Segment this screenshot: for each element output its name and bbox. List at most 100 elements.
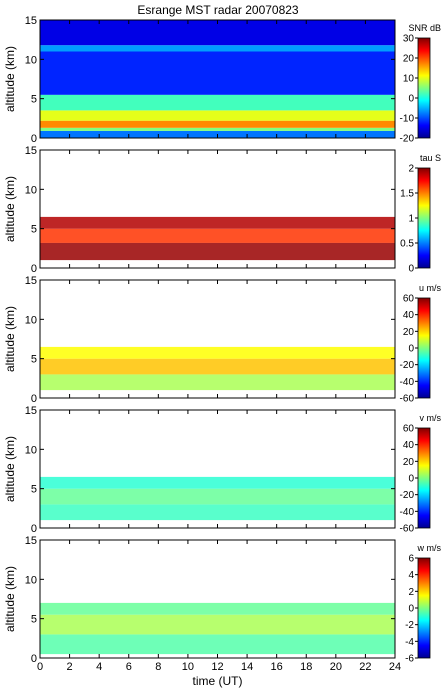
data-layer-2 [40,127,395,131]
colorbar-tick-label: 60 [403,294,415,305]
data-layer-1 [40,242,395,261]
x-tick-label: 8 [155,661,161,673]
x-tick-label: 18 [300,661,312,673]
colorbar-tick-label: -20 [400,490,415,501]
y-axis-label: altitude (km) [3,566,17,632]
y-tick-label: 0 [31,523,37,535]
x-tick-label: 2 [67,661,73,673]
data-layer-7 [40,45,395,52]
colorbar-label: tau S [420,153,441,163]
data-layer-3 [40,602,395,615]
y-tick-label: 5 [31,354,37,366]
colorbar-tick-label: -20 [400,360,415,371]
y-tick-label: 10 [25,574,37,586]
data-layer-8 [40,20,395,46]
y-axis-label: altitude (km) [3,46,17,112]
y-tick-label: 15 [25,535,37,547]
x-tick-label: 12 [211,661,223,673]
colorbar-tick-label: 60 [403,424,415,435]
data-layer-3 [40,120,395,128]
data-layer-2 [40,228,395,243]
data-layer-1 [40,634,395,655]
x-tick-label: 0 [37,661,43,673]
y-axis-label: altitude (km) [3,436,17,502]
x-tick-label: 4 [96,661,102,673]
colorbar-tick-label: 20 [403,54,415,65]
colorbar-tick-label: 0 [408,474,414,485]
data-layer-4 [40,110,395,121]
colorbar-tick-label: 20 [403,327,415,338]
colorbar-tick-label: -60 [400,394,415,405]
data-layer-5 [40,94,395,111]
panel-4: 0 5 10 15 altitude (km) v m/s 60 40 20 0 -20 -40 -60 [3,405,441,535]
y-tick-label: 0 [31,263,37,275]
colorbar-tick-label: 0 [408,264,414,275]
colorbar-tick-label: -60 [400,524,415,535]
y-tick-label: 0 [31,653,37,665]
data-layer-1 [40,374,395,391]
colorbar-tick-label: 20 [403,457,415,468]
colorbar [417,427,431,529]
y-tick-label: 5 [31,224,37,236]
y-tick-label: 5 [31,614,37,626]
y-tick-label: 15 [25,15,37,27]
colorbar-tick-label: 40 [403,440,415,451]
colorbar-label: w m/s [417,543,442,553]
colorbar [417,167,431,269]
x-tick-label: 24 [389,661,401,673]
data-layer-3 [40,216,395,229]
panel-2: 0 5 10 15 altitude (km) tau S 2 1.5 1 0.5 0 [3,145,441,275]
data-layer-6 [40,51,395,95]
colorbar-tick-label: 0 [408,604,414,615]
y-tick-label: 10 [25,314,37,326]
colorbar-tick-label: -40 [400,377,415,388]
x-axis-label: time (UT) [193,674,243,688]
y-tick-label: 15 [25,145,37,157]
y-tick-label: 15 [25,405,37,417]
colorbar-tick-label: 6 [408,554,414,565]
y-tick-label: 0 [31,133,37,145]
colorbar-tick-label: 1 [408,214,414,225]
colorbar-tick-label: 30 [403,34,415,45]
colorbar-tick-label: 1.5 [400,189,414,200]
data-layer-3 [40,346,395,359]
x-tick-label: 6 [126,661,132,673]
colorbar-tick-label: 2 [408,164,414,175]
colorbar-tick-label: 40 [403,310,415,321]
colorbar-tick-label: 10 [403,74,415,85]
y-tick-label: 10 [25,54,37,66]
colorbar-tick-label: 0.5 [400,239,414,250]
data-layer-1 [40,504,395,521]
colorbar-tick-label: -20 [400,134,415,145]
x-tick-label: 10 [182,661,194,673]
colorbar-tick-label: -4 [405,637,414,648]
colorbar-label: SNR dB [408,23,441,33]
y-tick-label: 5 [31,94,37,106]
colorbar-tick-label: -40 [400,507,415,518]
colorbar-label: v m/s [420,413,442,423]
x-tick-label: 20 [330,661,342,673]
data-layer-2 [40,358,395,375]
y-tick-label: 10 [25,184,37,196]
y-tick-label: 10 [25,444,37,456]
colorbar [417,37,431,139]
y-axis-label: altitude (km) [3,176,17,242]
colorbar [417,297,431,399]
panel-3: 0 5 10 15 altitude (km) u m/s 60 40 20 0 -20 -40 -60 [3,275,441,405]
y-axis-label: altitude (km) [3,306,17,372]
colorbar-tick-label: -10 [400,114,415,125]
colorbar-tick-label: 4 [408,570,414,581]
data-layer-2 [40,488,395,505]
x-tick-label: 22 [359,661,371,673]
x-tick-label: 14 [241,661,253,673]
x-tick-label: 16 [271,661,283,673]
colorbar-tick-label: 0 [408,94,414,105]
colorbar-tick-label: 2 [408,587,414,598]
data-layer-2 [40,614,395,635]
y-tick-label: 0 [31,393,37,405]
colorbar-label: u m/s [419,283,442,293]
colorbar-tick-label: 0 [408,344,414,355]
